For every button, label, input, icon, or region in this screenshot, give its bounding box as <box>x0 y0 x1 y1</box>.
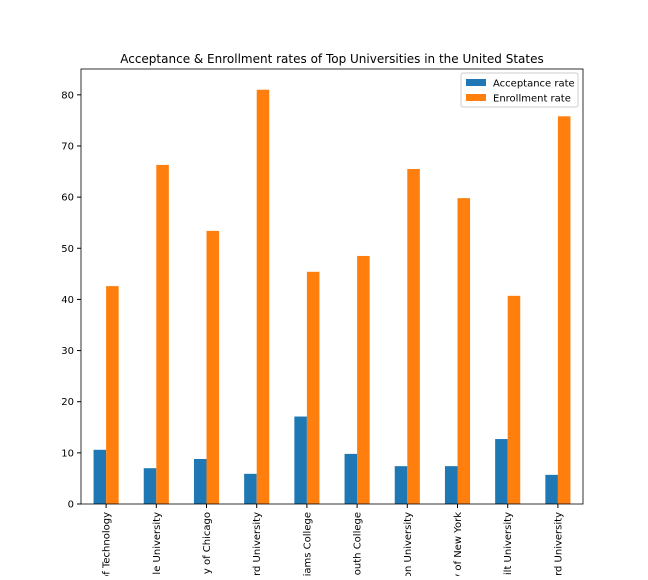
bar <box>557 116 571 505</box>
x-tick-label: le University <box>152 512 163 575</box>
y-tick-label: 40 <box>61 295 74 306</box>
bar <box>193 458 207 504</box>
y-tick-label: 60 <box>61 193 74 204</box>
legend-swatch <box>466 94 486 101</box>
bar <box>394 466 408 504</box>
bar <box>156 164 169 504</box>
x-tick-label: iams College <box>302 512 313 576</box>
x-tick-label: of Technology <box>102 512 113 576</box>
y-tick-label: 30 <box>61 346 74 357</box>
y-tick-label: 20 <box>61 397 74 408</box>
legend-box <box>460 72 579 108</box>
chart-title: Acceptance & Enrollment rates of Top Uni… <box>120 52 544 66</box>
y-tick-label: 70 <box>61 141 74 152</box>
bar <box>106 286 119 504</box>
bar <box>344 453 358 504</box>
bar <box>206 230 220 505</box>
bar <box>93 449 107 504</box>
x-tick-label: outh College <box>353 512 364 575</box>
bar <box>256 89 270 504</box>
legend-label: Enrollment rate <box>493 94 571 105</box>
x-tick-label: on University <box>403 512 414 576</box>
bar <box>306 271 320 504</box>
y-tick-label: 10 <box>61 448 74 459</box>
bar <box>357 255 370 504</box>
legend-label: Acceptance rate <box>493 79 575 90</box>
x-tick-label: ilt University <box>503 512 514 575</box>
y-tick-label: 50 <box>61 244 74 255</box>
bar <box>495 439 508 504</box>
bar <box>407 168 420 504</box>
bar <box>507 295 521 504</box>
y-tick-label: 80 <box>61 90 74 101</box>
bar <box>294 416 307 504</box>
legend-swatch <box>466 79 486 86</box>
x-tick-label: rd University <box>553 512 564 576</box>
bar <box>444 466 458 504</box>
bar <box>143 468 157 504</box>
x-tick-label: y of New York <box>453 512 464 576</box>
x-tick-label: y of Chicago <box>202 512 213 574</box>
bar <box>244 473 257 504</box>
bar <box>545 474 558 504</box>
y-tick-label: 0 <box>68 500 74 511</box>
x-tick-label: rd University <box>252 512 263 576</box>
plot-frame <box>80 68 584 505</box>
bar <box>457 198 471 504</box>
